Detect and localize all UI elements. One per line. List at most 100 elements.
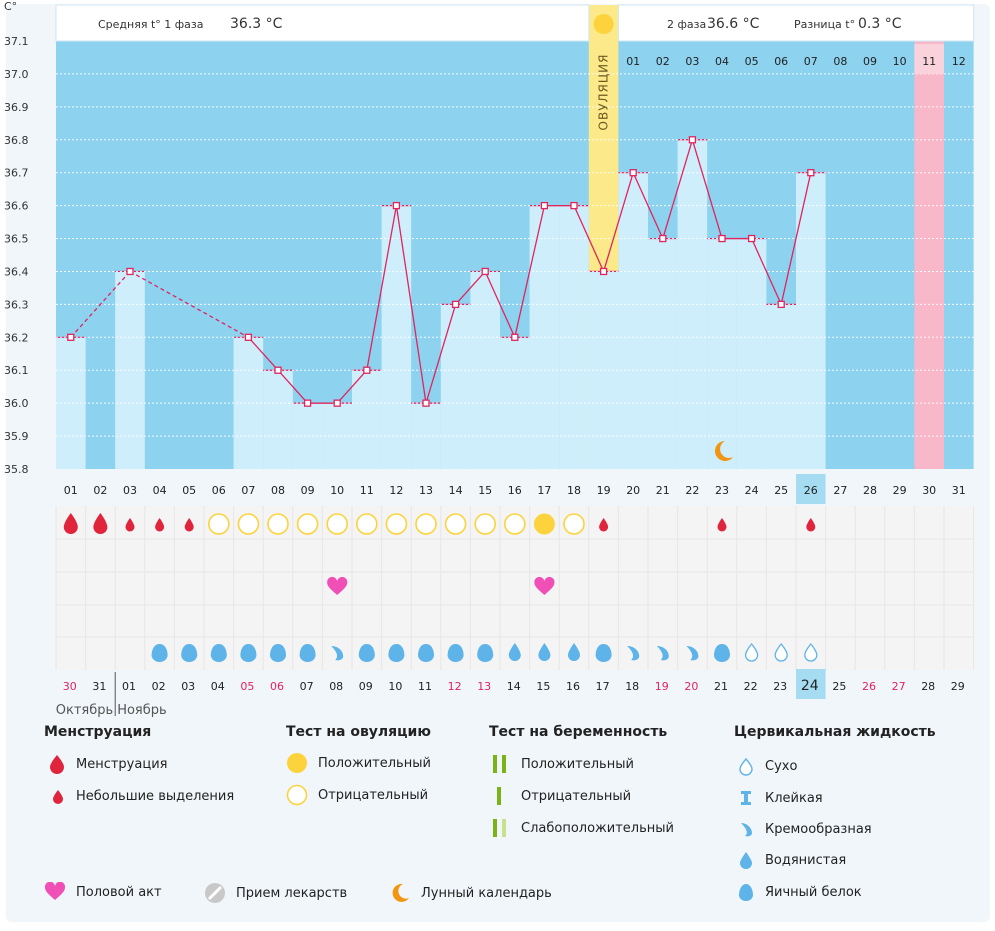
small-drop-icon [155,518,165,532]
phase2-day-highlight [914,44,944,74]
watery-drop-icon [568,643,580,661]
phase2-day-label: 12 [952,55,966,68]
legend-preg-weak-label: Слабоположительный [521,820,674,836]
dry-drop-icon [804,643,818,662]
month-right-label: Ноябрь [117,703,166,718]
temp-point [244,333,253,341]
bottom-date-label: 10 [388,680,402,693]
bottom-date-label: 12 [448,680,462,693]
temp-point [629,169,637,177]
dry-drop-icon [739,757,753,776]
x-tick-label: 31 [952,484,966,497]
legend: Менструация Менструация Небольшие выделе… [0,720,995,931]
bottom-date-label: 16 [566,680,580,693]
legend-ovulation-title: Тест на овуляцию [286,724,431,740]
legend-preg-negative-label: Отрицательный [521,788,632,804]
moon-icon [715,441,733,462]
x-tick-label: 18 [567,484,581,497]
x-tick-label: 13 [419,484,433,497]
egg-white-icon [210,644,227,663]
x-tick-label: 29 [893,484,907,497]
temp-line-segment [780,172,812,305]
temp-point [392,201,401,210]
temp-line-segment [395,205,427,404]
ovulation-negative-icon [563,513,585,535]
legend-lunar-label: Лунный календарь [421,885,552,901]
legend-ovulation-negative-label: Отрицательный [318,787,429,803]
y-tick-label: 36.1 [4,364,29,377]
temp-point [599,267,608,276]
phase1-box [55,4,590,42]
watery-drop-icon [538,643,551,661]
bottom-date-label: 31 [92,680,106,693]
x-tick-label: 17 [537,484,551,497]
creamy-icon [627,646,640,661]
weak-green-bars-icon [493,819,506,837]
ovulation-negative-icon [503,513,526,535]
y-tick-label: 36.6 [4,200,29,213]
phase1-value: 36.3 °C [230,16,283,32]
phase2-day-label: 09 [863,55,877,68]
temp-point [274,366,282,374]
phase2-day-label: 04 [715,55,729,68]
temp-point [570,201,578,210]
phase2-day-label: 11 [922,55,936,68]
temp-bar [440,304,471,469]
ovulation-negative-icon [444,513,467,535]
phase2-day-label: 07 [804,55,818,68]
bottom-date-label: 03 [181,680,195,693]
legend-creamy-label: Кремообразная [765,821,872,837]
temp-bar [796,172,826,469]
x-tick-label: 10 [330,484,344,497]
legend-small-discharge-label: Небольшие выделения [76,788,235,804]
ovulation-label: ОВУЛЯЦИЯ [597,54,611,131]
small-drop-icon [806,518,816,532]
y-tick-label: 36.8 [4,134,29,147]
legend-ovulation-positive: Положительный [286,752,431,774]
x-tick-label: 30 [922,484,936,497]
y-tick-label: 35.8 [4,463,29,476]
watery-drop-icon [508,643,521,661]
temp-point [747,234,756,243]
x-tick-label: 12 [389,484,403,497]
egg-white-icon [418,644,434,662]
temp-point [540,201,549,210]
temp-bar [618,172,648,469]
month-left-label: Октябрь [56,703,113,718]
legend-dry-label: Сухо [765,758,798,774]
phase2-day-label: 03 [685,55,699,68]
phase2-day-label: 10 [893,55,907,68]
phase2-day-label: 06 [774,55,788,68]
legend-dry: Сухо [737,756,797,776]
temp-line-segment [70,271,131,338]
temp-point [718,234,726,243]
temp-line-segment [662,139,694,239]
x-tick-label: 19 [597,484,611,497]
phase2-day-label: 02 [656,55,670,68]
ovulation-negative-icon [474,513,497,535]
phase2-label: 2 фаза [667,18,706,31]
pink-column [914,41,944,469]
legend-menstruation-title: Менструация [44,724,152,740]
bottom-date-highlight [796,669,826,699]
temp-bar [766,304,796,469]
bottom-date-label: 11 [418,680,432,693]
x-tick-label: 15 [478,484,492,497]
ovulation-negative-icon [208,513,230,535]
temp-point [333,399,341,407]
legend-sticky-label: Клейкая [765,790,823,806]
temp-point [659,234,667,243]
temp-line-segment [277,369,309,404]
y-tick-label: 36.2 [4,331,29,344]
x-tick-label: 24 [745,484,759,497]
legend-egg-white: Яичный белок [737,882,862,902]
y-tick-label: 37.1 [4,35,29,48]
small-drop-icon [53,790,63,804]
bottom-date-label: 23 [773,680,787,693]
bottom-date-label: 04 [211,680,225,693]
bottom-date-label: 29 [951,680,965,693]
temp-line-segment [455,271,486,305]
bottom-date-label: 09 [359,680,373,693]
ovulation-negative-icon [296,513,319,535]
egg-white-icon [181,644,198,663]
